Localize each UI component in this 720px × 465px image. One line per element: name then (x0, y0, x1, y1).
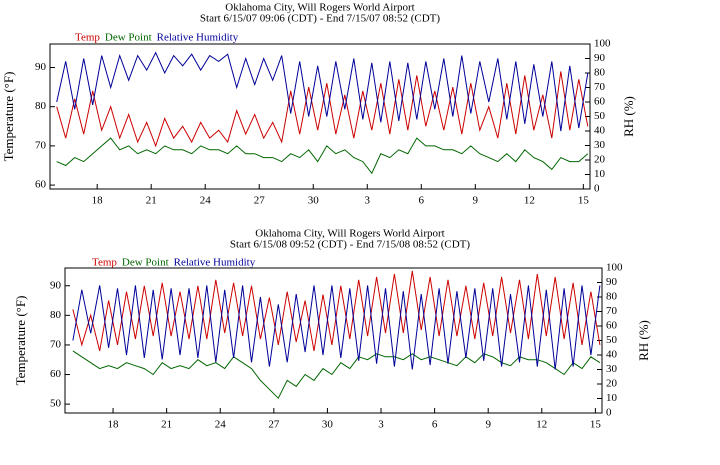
y2-tick-label: 100 (606, 262, 623, 274)
legend-entry: Relative Humidity (157, 32, 239, 44)
y2-tick-label: 60 (594, 96, 606, 108)
y-tick-label: 80 (50, 309, 62, 321)
y-tick-label: 70 (35, 139, 47, 151)
y-tick-label: 50 (50, 398, 62, 410)
plot-frame (64, 267, 603, 414)
y2-tick-label: 100 (594, 38, 611, 50)
chart-subtitle: Start 6/15/07 09:06 (CDT) - End 7/15/07 … (200, 13, 440, 25)
legend-entry: Dew Point (122, 257, 169, 269)
legend-entry: Dew Point (105, 32, 152, 44)
x-tick-label: 9 (473, 195, 479, 207)
y2-tick-label: 10 (606, 392, 618, 404)
y2-tick-label: 40 (594, 125, 606, 137)
series-line (56, 71, 589, 148)
y2-tick-label: 80 (594, 67, 606, 79)
y2-axis-label: RH (%) (621, 96, 636, 137)
x-tick-label: 3 (365, 195, 371, 207)
x-tick-label: 30 (322, 419, 334, 431)
y2-tick-label: 20 (594, 154, 606, 166)
y2-tick-label: 20 (606, 378, 618, 390)
y2-tick-label: 40 (606, 349, 618, 361)
x-tick-label: 27 (254, 195, 266, 207)
y2-axis-label: RH (%) (636, 320, 651, 361)
y-axis-label: Temperature (°F) (13, 296, 28, 386)
y-tick-label: 90 (35, 61, 47, 73)
x-tick-label: 6 (419, 195, 425, 207)
x-tick-label: 21 (146, 195, 157, 207)
legend-entry: Temp (75, 32, 100, 44)
y2-tick-label: 90 (594, 52, 606, 64)
x-tick-label: 12 (524, 195, 535, 207)
x-tick-label: 18 (108, 419, 120, 431)
y2-tick-label: 70 (594, 81, 606, 93)
x-tick-label: 27 (268, 419, 280, 431)
series-line (72, 270, 601, 352)
chart-title: Oklahoma City, Will Rogers World Airport (255, 228, 444, 240)
x-tick-label: 9 (485, 419, 491, 431)
series-line (56, 51, 589, 132)
y2-tick-label: 30 (594, 139, 606, 151)
y-axis-label: Temperature (°F) (1, 72, 16, 162)
plot-frame (49, 43, 591, 190)
y2-tick-label: 80 (606, 291, 618, 303)
x-tick-label: 30 (308, 195, 320, 207)
chart-subtitle: Start 6/15/08 09:52 (CDT) - End 7/15/08 … (230, 239, 470, 251)
y-tick-label: 80 (35, 100, 47, 112)
y2-tick-label: 50 (594, 110, 606, 122)
x-tick-label: 21 (161, 419, 172, 431)
y2-tick-label: 50 (606, 334, 618, 346)
x-tick-label: 15 (590, 419, 602, 431)
x-tick-label: 12 (536, 419, 547, 431)
chart-title: Oklahoma City, Will Rogers World Airport (225, 2, 414, 14)
x-tick-label: 24 (215, 419, 227, 431)
legend-entry: Relative Humidity (174, 257, 256, 269)
y2-tick-label: 10 (594, 168, 606, 180)
x-tick-label: 6 (432, 419, 438, 431)
x-tick-label: 3 (378, 419, 384, 431)
y-tick-label: 60 (50, 368, 62, 380)
y2-tick-label: 70 (606, 305, 618, 317)
x-tick-label: 18 (92, 195, 104, 207)
y2-tick-label: 30 (606, 363, 618, 375)
series-line (56, 137, 589, 175)
y-tick-label: 70 (50, 338, 62, 350)
series-line (72, 350, 601, 400)
y-tick-label: 90 (50, 279, 62, 291)
y2-tick-label: 90 (606, 276, 618, 288)
x-tick-label: 24 (200, 195, 212, 207)
y-tick-label: 60 (35, 179, 47, 191)
y2-tick-label: 0 (606, 407, 612, 419)
series-line (72, 285, 601, 370)
y2-tick-label: 60 (606, 320, 618, 332)
x-tick-label: 15 (578, 195, 590, 207)
y2-tick-label: 0 (594, 183, 600, 195)
legend-entry: Temp (92, 257, 117, 269)
